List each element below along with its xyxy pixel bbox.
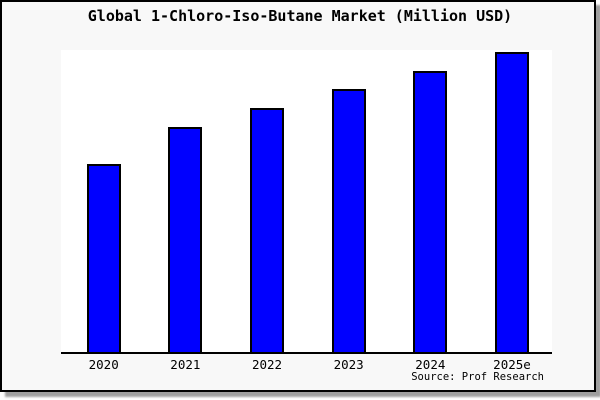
x-tick-2023: 2023 <box>333 357 364 372</box>
chart-card: Global 1-Chloro-Iso-Butane Market (Milli… <box>0 0 596 392</box>
x-tick-2021: 2021 <box>170 357 201 372</box>
x-tick-2024: 2024 <box>415 357 446 372</box>
chart-title: Global 1-Chloro-Iso-Butane Market (Milli… <box>87 7 513 25</box>
bar-2024 <box>413 71 448 352</box>
bar-2020 <box>86 164 121 352</box>
bar-2021 <box>168 127 203 352</box>
bar-2022 <box>250 108 285 352</box>
bar-2023 <box>331 89 366 352</box>
x-tick-2022: 2022 <box>251 357 283 372</box>
bar-2025e <box>495 52 529 352</box>
source-note: Source: Prof Research <box>411 371 544 383</box>
x-tick-2020: 2020 <box>88 357 119 372</box>
plot-area <box>61 50 552 354</box>
x-tick-2025e: 2025e <box>493 357 531 372</box>
